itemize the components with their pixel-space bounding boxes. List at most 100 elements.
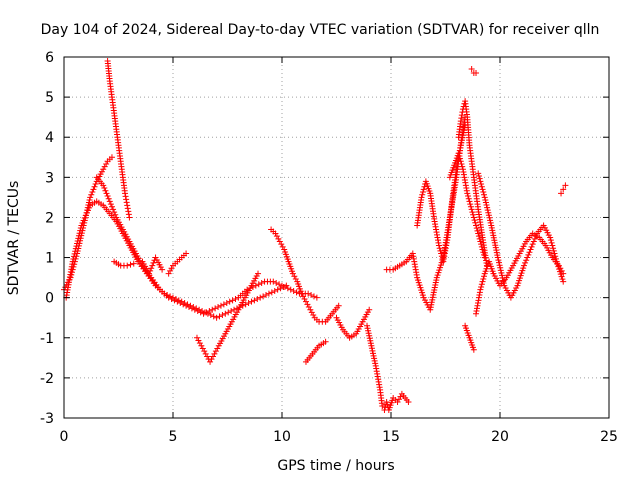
data-point bbox=[560, 186, 567, 193]
y-tick-label: -3 bbox=[40, 411, 54, 427]
interp-point bbox=[499, 274, 506, 281]
series-arc-18 bbox=[462, 322, 477, 353]
data-point bbox=[414, 274, 421, 281]
data-point bbox=[287, 286, 294, 293]
interp-point bbox=[528, 243, 535, 250]
interp-point bbox=[168, 296, 175, 303]
interp-point bbox=[92, 181, 99, 188]
interp-point bbox=[102, 187, 109, 194]
interp-point bbox=[177, 300, 184, 307]
x-tick-label: 20 bbox=[491, 429, 509, 445]
interp-point bbox=[242, 301, 249, 308]
interp-point bbox=[284, 285, 291, 292]
interp-point bbox=[275, 235, 282, 242]
data-point bbox=[279, 282, 285, 289]
interp-point bbox=[500, 280, 507, 287]
interp-point bbox=[201, 348, 208, 355]
interp-point bbox=[473, 225, 480, 232]
interp-point bbox=[556, 266, 563, 273]
interp-point bbox=[124, 205, 131, 212]
x-tick-label: 0 bbox=[60, 429, 69, 445]
interp-point bbox=[125, 211, 132, 218]
interp-point bbox=[487, 217, 494, 224]
interp-point bbox=[515, 280, 522, 287]
interp-point bbox=[550, 245, 557, 252]
interp-point bbox=[123, 196, 130, 203]
interp-point bbox=[475, 230, 482, 237]
data-point bbox=[379, 402, 386, 409]
interp-point bbox=[465, 193, 472, 200]
interp-point bbox=[419, 189, 426, 196]
interp-point bbox=[367, 337, 374, 344]
interp-point bbox=[524, 254, 531, 261]
data-point bbox=[207, 358, 214, 365]
data-point bbox=[405, 398, 412, 405]
data-point bbox=[126, 214, 133, 221]
series-arc-6 bbox=[139, 254, 166, 277]
interp-point bbox=[481, 191, 488, 198]
data-point bbox=[305, 290, 312, 297]
interp-point bbox=[101, 163, 108, 170]
axes: 0 5 10 15 20 25 -3 -2 -1 0 1 2 3 4 5 6 bbox=[40, 50, 618, 445]
interp-point bbox=[301, 296, 308, 303]
data-point bbox=[520, 262, 527, 269]
data-point bbox=[494, 254, 501, 261]
interp-point bbox=[147, 267, 154, 274]
interp-point bbox=[556, 268, 563, 275]
y-tick-label: 2 bbox=[45, 210, 54, 226]
y-tick-label: 4 bbox=[45, 130, 54, 146]
interp-point bbox=[456, 152, 463, 159]
interp-point bbox=[485, 212, 492, 219]
data-point bbox=[457, 118, 464, 125]
interp-point bbox=[415, 279, 422, 286]
interp-point bbox=[482, 199, 489, 206]
interp-point bbox=[368, 345, 375, 352]
interp-point bbox=[77, 227, 84, 234]
data-point bbox=[477, 238, 484, 245]
interp-point bbox=[245, 300, 252, 307]
interp-point bbox=[475, 172, 482, 179]
y-tick-label: -1 bbox=[40, 331, 54, 347]
interp-point bbox=[371, 355, 378, 362]
interp-point bbox=[555, 263, 562, 270]
interp-point bbox=[199, 345, 206, 352]
interp-point bbox=[516, 275, 523, 282]
interp-point bbox=[281, 283, 288, 290]
interp-point bbox=[251, 297, 258, 304]
data-point bbox=[553, 258, 560, 265]
interp-point bbox=[204, 353, 211, 360]
interp-point bbox=[497, 264, 504, 271]
interp-point bbox=[550, 247, 557, 254]
chart-title: Day 104 of 2024, Sidereal Day-to-day VTE… bbox=[41, 22, 600, 38]
interp-point bbox=[260, 293, 267, 300]
series-arc-17 bbox=[455, 98, 490, 269]
interp-point bbox=[481, 273, 488, 280]
interp-point bbox=[125, 208, 132, 215]
interp-point bbox=[419, 191, 426, 198]
interp-point bbox=[79, 219, 86, 226]
interp-point bbox=[457, 158, 464, 165]
interp-point bbox=[208, 356, 215, 363]
interp-point bbox=[82, 212, 89, 219]
data-point bbox=[514, 282, 521, 289]
interp-point bbox=[552, 255, 559, 262]
data-point bbox=[146, 270, 153, 277]
interp-point bbox=[104, 193, 111, 200]
data-point bbox=[165, 294, 172, 301]
data-point bbox=[191, 306, 198, 313]
interp-point bbox=[531, 235, 538, 242]
interp-point bbox=[212, 348, 219, 355]
data-point bbox=[193, 334, 200, 341]
interp-point bbox=[149, 262, 156, 269]
data-point bbox=[418, 194, 425, 201]
interp-point bbox=[223, 300, 230, 307]
interp-point bbox=[551, 250, 558, 257]
data-point bbox=[364, 322, 371, 329]
interp-point bbox=[167, 293, 174, 300]
interp-point bbox=[122, 193, 129, 200]
data-point bbox=[222, 310, 229, 317]
interp-point bbox=[558, 273, 565, 280]
interp-point bbox=[108, 203, 115, 210]
x-axis-label: GPS time / hours bbox=[277, 458, 394, 474]
data-point bbox=[100, 166, 107, 173]
